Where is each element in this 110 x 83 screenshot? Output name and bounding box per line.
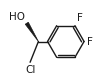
- Text: F: F: [87, 37, 92, 46]
- Polygon shape: [25, 22, 38, 42]
- Text: Cl: Cl: [26, 65, 36, 75]
- Text: F: F: [77, 13, 83, 23]
- Text: HO: HO: [9, 12, 25, 22]
